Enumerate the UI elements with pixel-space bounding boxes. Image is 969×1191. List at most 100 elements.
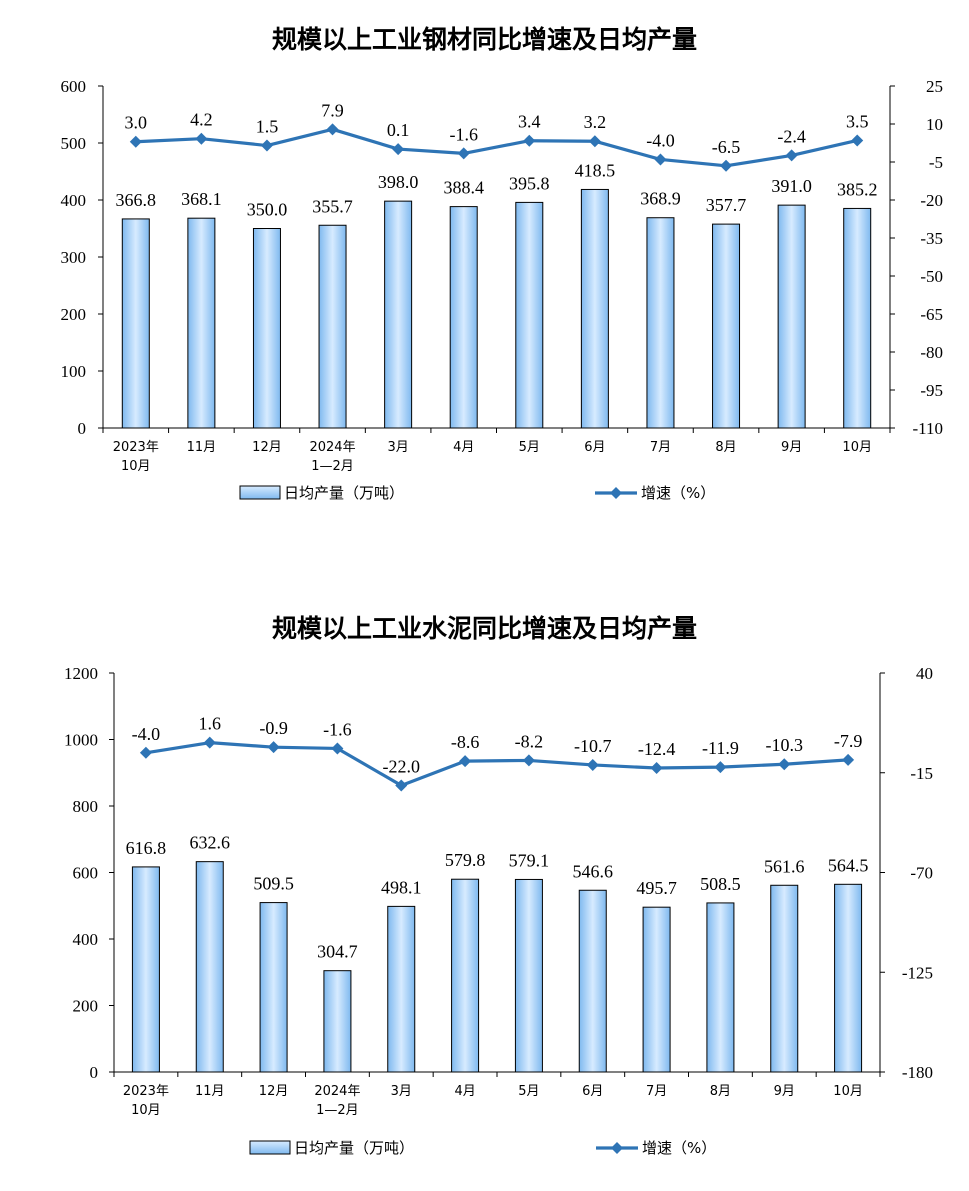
steel-growth-point bbox=[851, 134, 864, 147]
cement-growth-point bbox=[139, 746, 152, 759]
cement-right-tick-label: 40 bbox=[916, 664, 933, 683]
steel-bar bbox=[777, 204, 806, 429]
cement-left-tick-label: 1200 bbox=[64, 664, 98, 683]
steel-growth-point bbox=[326, 123, 339, 136]
cement-x-tick-label: 9月 bbox=[774, 1084, 795, 1099]
steel-growth-point bbox=[785, 149, 798, 162]
steel-growth-point bbox=[195, 132, 208, 145]
steel-bar-value-label: 350.0 bbox=[247, 200, 288, 220]
steel-bar-value-label: 391.0 bbox=[771, 176, 812, 196]
cement-growth-value-label: -4.0 bbox=[132, 724, 161, 744]
steel-x-tick-label: 10月 bbox=[842, 440, 872, 455]
cement-bar-value-label: 495.7 bbox=[636, 878, 677, 898]
cement-x-tick-label: 3月 bbox=[391, 1084, 412, 1099]
steel-growth-value-label: 3.0 bbox=[125, 113, 148, 133]
steel-chart-title: 规模以上工业钢材同比增速及日均产量 bbox=[271, 25, 697, 54]
steel-growth-value-label: 3.5 bbox=[846, 111, 869, 131]
steel-growth-point bbox=[392, 143, 405, 156]
cement-x-tick-label: 11月 bbox=[195, 1084, 225, 1099]
cement-chart: 0 200 400 600 800 1000 1200 -180 -125 -70 -15 40 202… bbox=[64, 664, 933, 1157]
cement-bar-value-label: 546.6 bbox=[573, 861, 614, 881]
cement-growth-value-label: -0.9 bbox=[259, 718, 288, 738]
steel-left-tick-label: 100 bbox=[61, 362, 87, 381]
cement-bar bbox=[834, 883, 863, 1073]
steel-growth-line bbox=[135, 127, 858, 168]
steel-legend-bar-label: 日均产量（万吨） bbox=[284, 484, 404, 502]
steel-x-tick-label: 4月 bbox=[453, 440, 474, 455]
steel-bar bbox=[318, 224, 347, 429]
cement-x-tick-label: 10月 bbox=[833, 1084, 863, 1099]
cement-growth-value-label: -1.6 bbox=[323, 719, 352, 739]
steel-growth-point bbox=[720, 159, 733, 172]
cement-bar bbox=[195, 861, 224, 1073]
cement-bar-value-label: 498.1 bbox=[381, 877, 422, 897]
cement-growth-point bbox=[714, 761, 727, 774]
steel-x-tick-label: 6月 bbox=[584, 440, 605, 455]
cement-growth-value-label: -10.3 bbox=[766, 735, 804, 755]
cement-bar bbox=[706, 902, 735, 1073]
steel-left-tick-label: 600 bbox=[61, 77, 87, 96]
cement-x-tick-label: 2024年 1—2月 bbox=[314, 1084, 360, 1118]
steel-x-tick-label: 2024年 1—2月 bbox=[309, 440, 355, 474]
steel-bar bbox=[187, 217, 216, 429]
cement-bar bbox=[259, 902, 288, 1073]
steel-growth-value-label: 1.5 bbox=[256, 117, 279, 137]
cement-growth-point bbox=[650, 762, 663, 775]
cement-left-tick-label: 0 bbox=[90, 1063, 99, 1082]
cement-x-tick-label: 4月 bbox=[454, 1084, 475, 1099]
steel-x-tick-label: 8月 bbox=[715, 440, 736, 455]
steel-x-tick-label: 5月 bbox=[519, 440, 540, 455]
cement-legend-bar-swatch bbox=[249, 1140, 291, 1155]
cement-bar bbox=[514, 878, 543, 1073]
cement-growth-point bbox=[842, 753, 855, 766]
steel-legend-bar-swatch bbox=[239, 485, 281, 500]
cement-growth-line bbox=[145, 741, 849, 788]
cement-bar-value-label: 304.7 bbox=[317, 942, 358, 962]
steel-growth-value-label: 3.2 bbox=[584, 112, 607, 132]
cement-bar-value-label: 564.5 bbox=[828, 855, 869, 875]
steel-left-tick-label: 300 bbox=[61, 248, 87, 267]
steel-right-tick-label: -20 bbox=[920, 191, 943, 210]
steel-bar bbox=[646, 217, 675, 429]
cement-left-tick-label: 1000 bbox=[64, 731, 98, 750]
cement-growth-value-label: -12.4 bbox=[638, 739, 676, 759]
steel-chart: 0 100 200 300 400 500 600 -110 -95 -80 -65 -50 -35 -2… bbox=[61, 77, 944, 502]
cement-growth-value-label: -8.6 bbox=[451, 732, 480, 752]
cement-bar bbox=[131, 866, 160, 1073]
cement-growth-value-label: -22.0 bbox=[383, 756, 421, 776]
steel-growth-value-label: 0.1 bbox=[387, 120, 410, 140]
cement-growth-point bbox=[459, 755, 472, 768]
steel-growth-point bbox=[457, 147, 470, 160]
cement-growth-value-label: -10.7 bbox=[574, 736, 612, 756]
cement-growth-point bbox=[331, 742, 344, 755]
steel-x-tick-label: 3月 bbox=[387, 440, 408, 455]
steel-bar-value-label: 418.5 bbox=[575, 160, 616, 180]
cement-legend-line-marker bbox=[611, 1142, 623, 1154]
steel-bar bbox=[515, 201, 544, 429]
steel-bar-value-label: 385.2 bbox=[837, 179, 878, 199]
cement-x-tick-label: 8月 bbox=[710, 1084, 731, 1099]
cement-growth-value-label: -8.2 bbox=[515, 731, 544, 751]
steel-bar-value-label: 368.9 bbox=[640, 189, 681, 209]
cement-right-tick-label: -70 bbox=[910, 864, 933, 883]
steel-growth-value-label: 4.2 bbox=[190, 110, 213, 130]
steel-right-tick-label: -50 bbox=[920, 267, 943, 286]
cement-chart-title: 规模以上工业水泥同比增速及日均产量 bbox=[271, 614, 697, 643]
steel-left-tick-label: 0 bbox=[78, 419, 87, 438]
cement-left-tick-label: 200 bbox=[73, 997, 99, 1016]
steel-x-tick-label: 11月 bbox=[187, 440, 217, 455]
cement-growth-point bbox=[267, 741, 280, 754]
cement-right-tick-label: -180 bbox=[902, 1063, 933, 1082]
steel-growth-point bbox=[588, 135, 601, 148]
cement-growth-point bbox=[395, 779, 408, 792]
cement-right-tick-label: -15 bbox=[910, 764, 933, 783]
steel-bar bbox=[384, 200, 413, 429]
steel-growth-point bbox=[260, 139, 273, 152]
steel-legend-line-marker bbox=[610, 487, 622, 499]
cement-bar-value-label: 579.8 bbox=[445, 850, 486, 870]
steel-growth-value-label: -6.5 bbox=[712, 137, 741, 157]
steel-right-tick-label: -95 bbox=[920, 381, 943, 400]
cement-growth-value-label: -11.9 bbox=[702, 738, 739, 758]
cement-bar-value-label: 632.6 bbox=[190, 833, 231, 853]
cement-left-tick-label: 600 bbox=[73, 864, 99, 883]
